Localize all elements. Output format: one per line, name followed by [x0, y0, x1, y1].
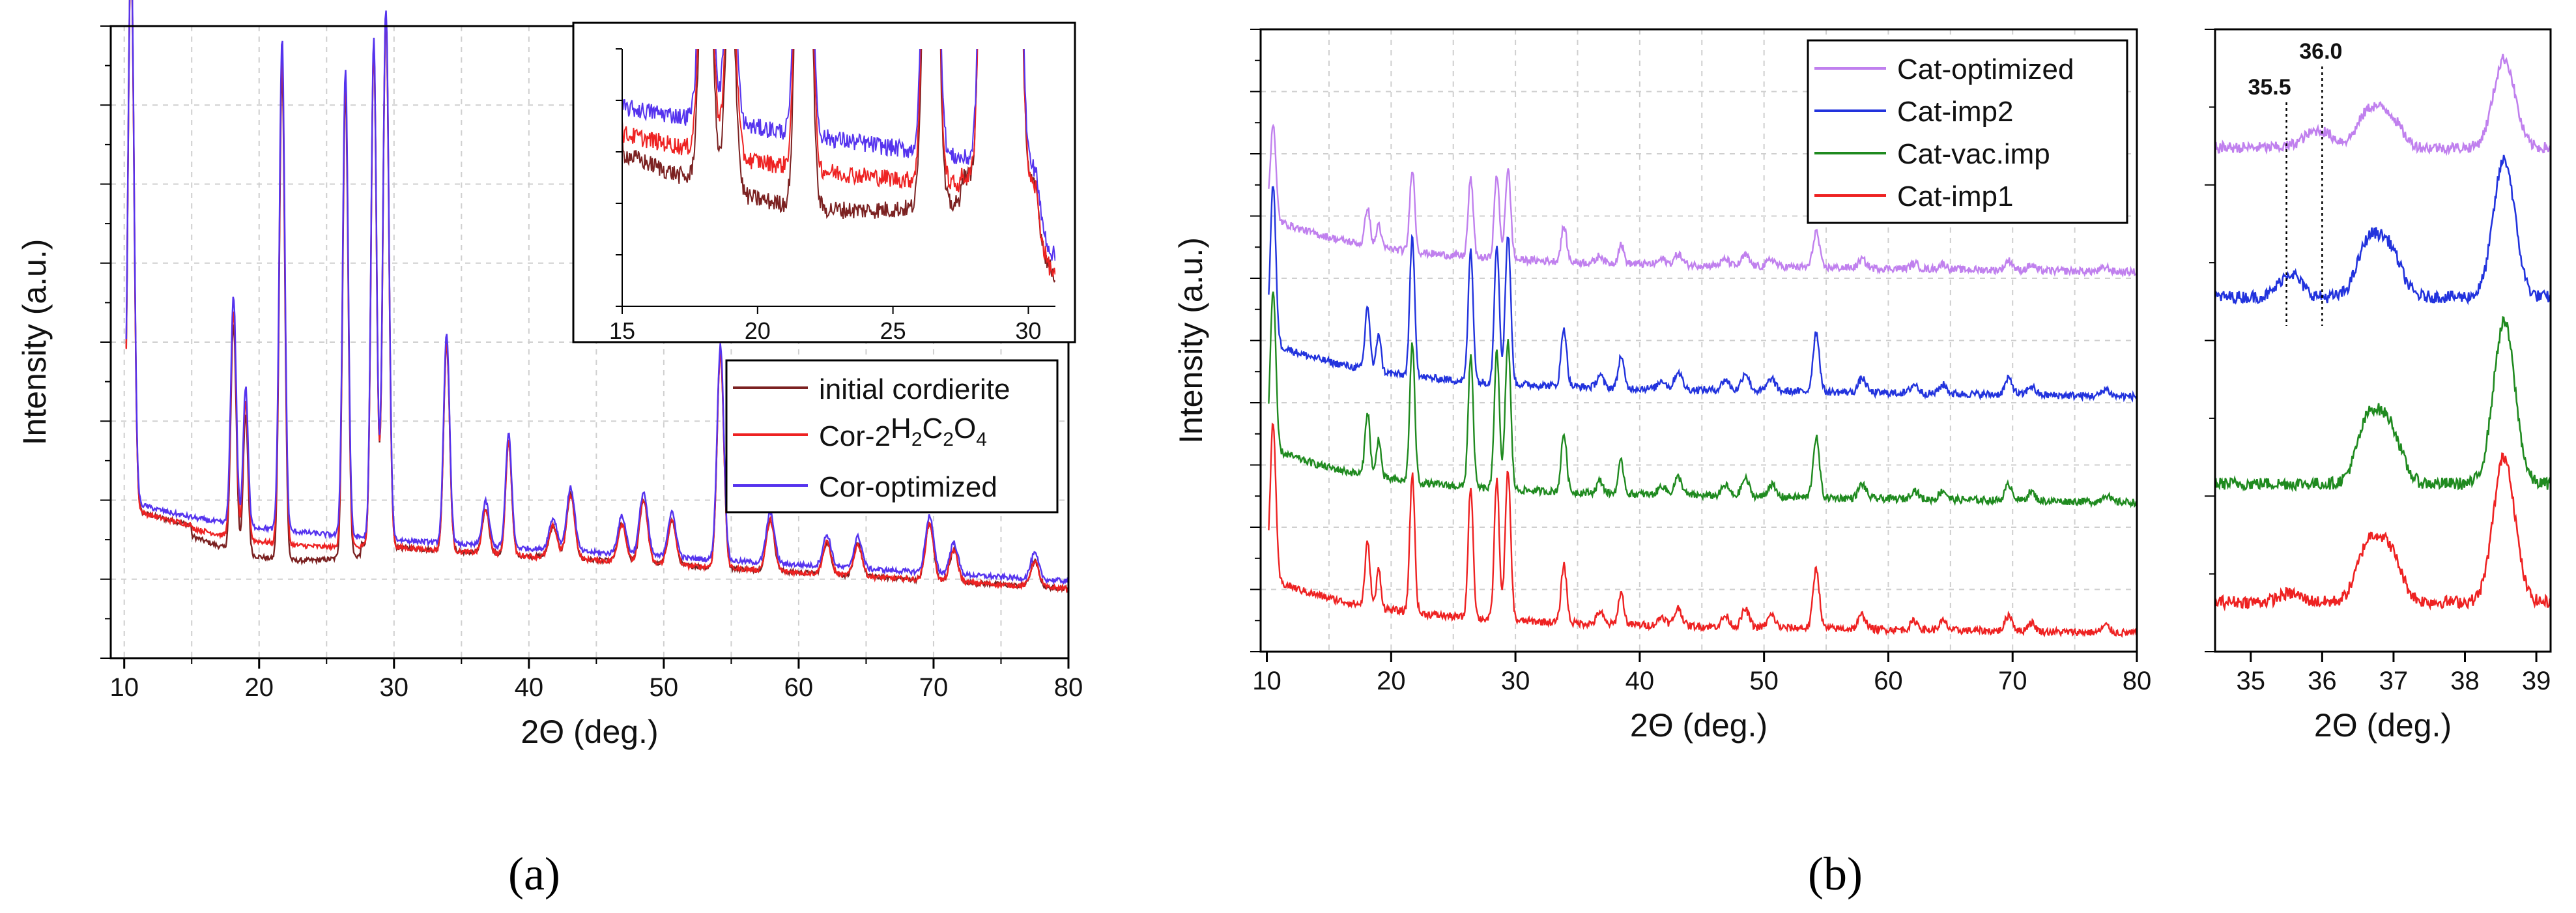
- a-xtick-label: 50: [650, 673, 679, 702]
- b-legend-box: [1807, 39, 2128, 224]
- a-inset: 15 20 25 30: [572, 22, 1076, 344]
- a-legend-label-1-part: 4: [976, 429, 987, 450]
- b-zoom-xtick-label: 38: [2450, 667, 2480, 695]
- b-legend: Cat-optimized Cat-imp2 Cat-vac.imp Cat-imp1: [1807, 39, 2128, 224]
- b-zoom-xlabel: 2Θ (deg.): [2314, 707, 2452, 744]
- a-series-line-2: [125, 0, 1069, 585]
- a-inset-frame-outer: [572, 22, 1076, 343]
- b-xtick-label: 80: [2123, 667, 2152, 695]
- b-zoom-xtick-label: 39: [2522, 667, 2551, 695]
- b-zoom-annotation-0: 35.5: [2248, 75, 2291, 100]
- a-xtick-label: 80: [1054, 673, 1083, 702]
- panel-b-zoom: 35 36 37 38 39 2Θ (deg.) 35.5 36.0: [2205, 28, 2552, 744]
- a-legend-label-1-part: H: [891, 413, 911, 444]
- b-series-line-3: [1268, 422, 2138, 638]
- a-inset-xtick-label: 20: [745, 317, 771, 344]
- a-inset-xtick-label: 30: [1015, 317, 1041, 344]
- a-legend-label-1-part: 2: [943, 429, 954, 450]
- b-zoom-series-line-2: [2214, 315, 2551, 493]
- b-legend-label-0: Cat-optimized: [1897, 53, 2074, 85]
- a-legend-label-1-part: Cor-: [819, 420, 875, 452]
- a-legend-label-1-part: C: [923, 413, 943, 444]
- b-zoom-xtick-label: 35: [2237, 667, 2266, 695]
- b-xtick-label: 20: [1377, 667, 1406, 695]
- b-xtick-label: 30: [1501, 667, 1530, 695]
- b-legend-label-3: Cat-imp1: [1897, 181, 2014, 212]
- a-legend-label-2: Cor-optimized: [819, 471, 997, 503]
- a-xtick-label: 40: [515, 673, 544, 702]
- a-xtick-label: 70: [919, 673, 949, 702]
- panel-b-label: (b): [1808, 848, 1863, 900]
- b-zoom-series-line-3: [2214, 452, 2551, 612]
- panel-a: 10 20 30 40 50 60 70 80 2Θ (deg.) Intensity (a.u.…: [16, 0, 1083, 750]
- a-inset-xtick-label: 15: [609, 317, 635, 344]
- b-legend-label-1: Cat-imp2: [1897, 96, 2014, 128]
- b-zoom-xtick-label: 37: [2379, 667, 2409, 695]
- b-xtick-label: 50: [1749, 667, 1779, 695]
- a-inset-series: [622, 49, 1055, 283]
- a-xtick-label: 60: [784, 673, 814, 702]
- b-xtick-label: 70: [1998, 667, 2027, 695]
- b-xlabel: 2Θ (deg.): [1630, 707, 1767, 744]
- a-legend-label-1-part: 2: [911, 429, 923, 450]
- a-legend-label-1: Cor-2H2C2O4: [819, 413, 987, 452]
- b-series-line-2: [1268, 291, 2138, 509]
- b-legend-label-2: Cat-vac.imp: [1897, 138, 2050, 170]
- a-xlabel: 2Θ (deg.): [521, 714, 658, 750]
- b-zoom-series-line-1: [2214, 154, 2551, 306]
- a-legend: initial cordieriteCor-2H2C2O4Cor-optimiz…: [725, 359, 1059, 514]
- b-ylabel: Intensity (a.u.): [1173, 237, 1209, 444]
- a-legend-box: [725, 359, 1059, 514]
- a-legend-label-0: initial cordierite: [819, 373, 1010, 405]
- panel-a-label: (a): [508, 848, 560, 900]
- b-series-line-0: [1268, 123, 2138, 278]
- a-ylabel: Intensity (a.u.): [16, 239, 53, 446]
- b-zoom-annotation-1: 36.0: [2299, 39, 2342, 64]
- b-series-line-1: [1268, 186, 2138, 403]
- b-zoom-xtick-label: 36: [2308, 667, 2337, 695]
- b-xtick-label: 40: [1625, 667, 1655, 695]
- a-xtick-label: 10: [109, 673, 139, 702]
- a-xtick-label: 20: [244, 673, 274, 702]
- a-legend-label-1-part: O: [954, 413, 976, 444]
- panel-b: 10 20 30 40 50 60 70 80 2Θ (deg.) Intensity (a.u.…: [1173, 28, 2152, 744]
- a-legend-label-1-part: 2: [875, 420, 891, 452]
- b-xtick-label: 60: [1874, 667, 1903, 695]
- a-xtick-label: 30: [380, 673, 409, 702]
- a-inset-xtick-label: 25: [880, 317, 906, 344]
- a-inset-series-line-1: [622, 49, 1055, 277]
- a-inset-series-line-2: [622, 49, 1055, 261]
- b-xtick-label: 10: [1252, 667, 1281, 695]
- b-zoom-series-line-0: [2214, 53, 2551, 156]
- a-inset-series-line-0: [622, 49, 1055, 283]
